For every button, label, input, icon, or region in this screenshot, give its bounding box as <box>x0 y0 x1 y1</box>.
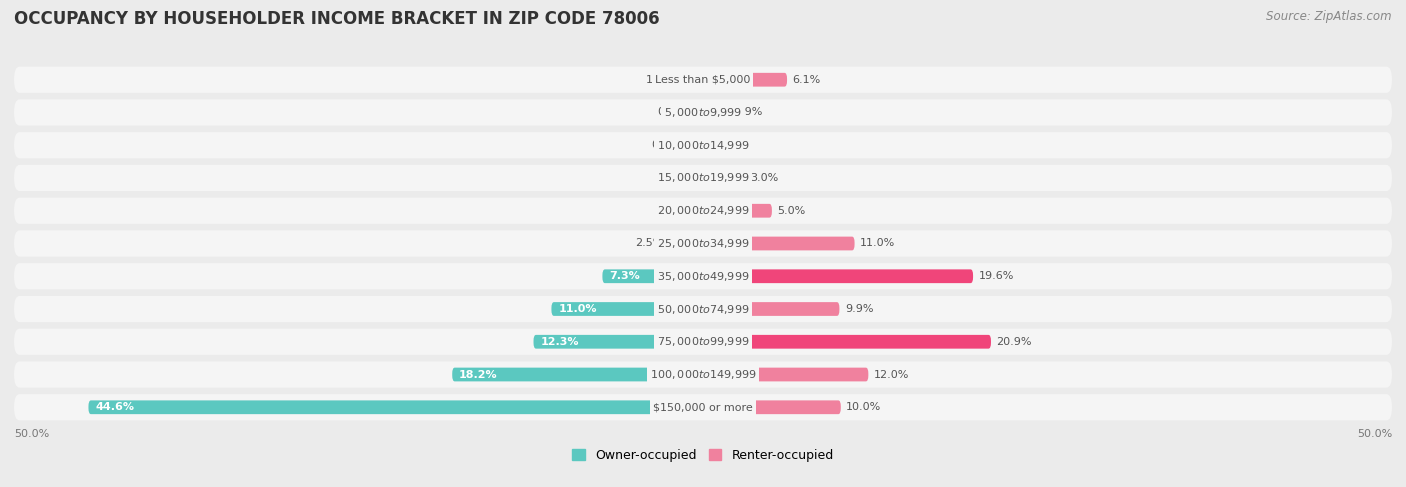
FancyBboxPatch shape <box>14 263 1392 289</box>
FancyBboxPatch shape <box>703 171 744 185</box>
Text: $100,000 to $149,999: $100,000 to $149,999 <box>650 368 756 381</box>
FancyBboxPatch shape <box>692 138 703 152</box>
FancyBboxPatch shape <box>14 132 1392 158</box>
Text: 50.0%: 50.0% <box>14 429 49 439</box>
FancyBboxPatch shape <box>703 73 787 87</box>
FancyBboxPatch shape <box>703 400 841 414</box>
FancyBboxPatch shape <box>703 302 839 316</box>
Text: 7.3%: 7.3% <box>609 271 640 281</box>
FancyBboxPatch shape <box>679 73 703 87</box>
Text: 1.9%: 1.9% <box>735 108 763 117</box>
FancyBboxPatch shape <box>602 269 703 283</box>
Text: 0.77%: 0.77% <box>651 140 688 150</box>
Text: 12.3%: 12.3% <box>540 337 579 347</box>
Text: 6.1%: 6.1% <box>793 75 821 85</box>
Legend: Owner-occupied, Renter-occupied: Owner-occupied, Renter-occupied <box>568 444 838 467</box>
Text: $10,000 to $14,999: $10,000 to $14,999 <box>657 139 749 152</box>
FancyBboxPatch shape <box>89 400 703 414</box>
Text: $25,000 to $34,999: $25,000 to $34,999 <box>657 237 749 250</box>
Text: $20,000 to $24,999: $20,000 to $24,999 <box>657 204 749 217</box>
Text: 2.5%: 2.5% <box>634 239 664 248</box>
Text: 11.0%: 11.0% <box>860 239 896 248</box>
FancyBboxPatch shape <box>453 368 703 381</box>
Text: 9.9%: 9.9% <box>845 304 873 314</box>
FancyBboxPatch shape <box>14 230 1392 257</box>
Text: $150,000 or more: $150,000 or more <box>654 402 752 412</box>
Text: 0.7%: 0.7% <box>718 140 747 150</box>
FancyBboxPatch shape <box>551 302 703 316</box>
FancyBboxPatch shape <box>697 171 703 185</box>
FancyBboxPatch shape <box>533 335 703 349</box>
Text: $35,000 to $49,999: $35,000 to $49,999 <box>657 270 749 283</box>
Text: 1.7%: 1.7% <box>645 75 673 85</box>
Text: 18.2%: 18.2% <box>460 370 498 379</box>
FancyBboxPatch shape <box>703 138 713 152</box>
FancyBboxPatch shape <box>14 329 1392 355</box>
FancyBboxPatch shape <box>688 204 703 218</box>
Text: 50.0%: 50.0% <box>1357 429 1392 439</box>
Text: $15,000 to $19,999: $15,000 to $19,999 <box>657 171 749 185</box>
FancyBboxPatch shape <box>14 296 1392 322</box>
Text: Less than $5,000: Less than $5,000 <box>655 75 751 85</box>
Text: $75,000 to $99,999: $75,000 to $99,999 <box>657 335 749 348</box>
FancyBboxPatch shape <box>703 204 772 218</box>
FancyBboxPatch shape <box>703 335 991 349</box>
FancyBboxPatch shape <box>703 237 855 250</box>
Text: Source: ZipAtlas.com: Source: ZipAtlas.com <box>1267 10 1392 23</box>
FancyBboxPatch shape <box>703 368 869 381</box>
Text: 0.4%: 0.4% <box>664 173 692 183</box>
FancyBboxPatch shape <box>14 361 1392 388</box>
Text: 3.0%: 3.0% <box>749 173 778 183</box>
Text: 12.0%: 12.0% <box>875 370 910 379</box>
FancyBboxPatch shape <box>699 106 703 119</box>
Text: 11.0%: 11.0% <box>558 304 596 314</box>
FancyBboxPatch shape <box>14 165 1392 191</box>
FancyBboxPatch shape <box>703 269 973 283</box>
Text: 5.0%: 5.0% <box>778 206 806 216</box>
Text: $50,000 to $74,999: $50,000 to $74,999 <box>657 302 749 316</box>
Text: $5,000 to $9,999: $5,000 to $9,999 <box>664 106 742 119</box>
Text: 1.1%: 1.1% <box>654 206 682 216</box>
FancyBboxPatch shape <box>703 106 730 119</box>
FancyBboxPatch shape <box>14 67 1392 93</box>
Text: OCCUPANCY BY HOUSEHOLDER INCOME BRACKET IN ZIP CODE 78006: OCCUPANCY BY HOUSEHOLDER INCOME BRACKET … <box>14 10 659 28</box>
FancyBboxPatch shape <box>14 99 1392 126</box>
FancyBboxPatch shape <box>669 237 703 250</box>
Text: 0.32%: 0.32% <box>658 108 693 117</box>
Text: 19.6%: 19.6% <box>979 271 1014 281</box>
FancyBboxPatch shape <box>14 198 1392 224</box>
Text: 44.6%: 44.6% <box>96 402 135 412</box>
Text: 10.0%: 10.0% <box>846 402 882 412</box>
Text: 20.9%: 20.9% <box>997 337 1032 347</box>
FancyBboxPatch shape <box>14 394 1392 420</box>
